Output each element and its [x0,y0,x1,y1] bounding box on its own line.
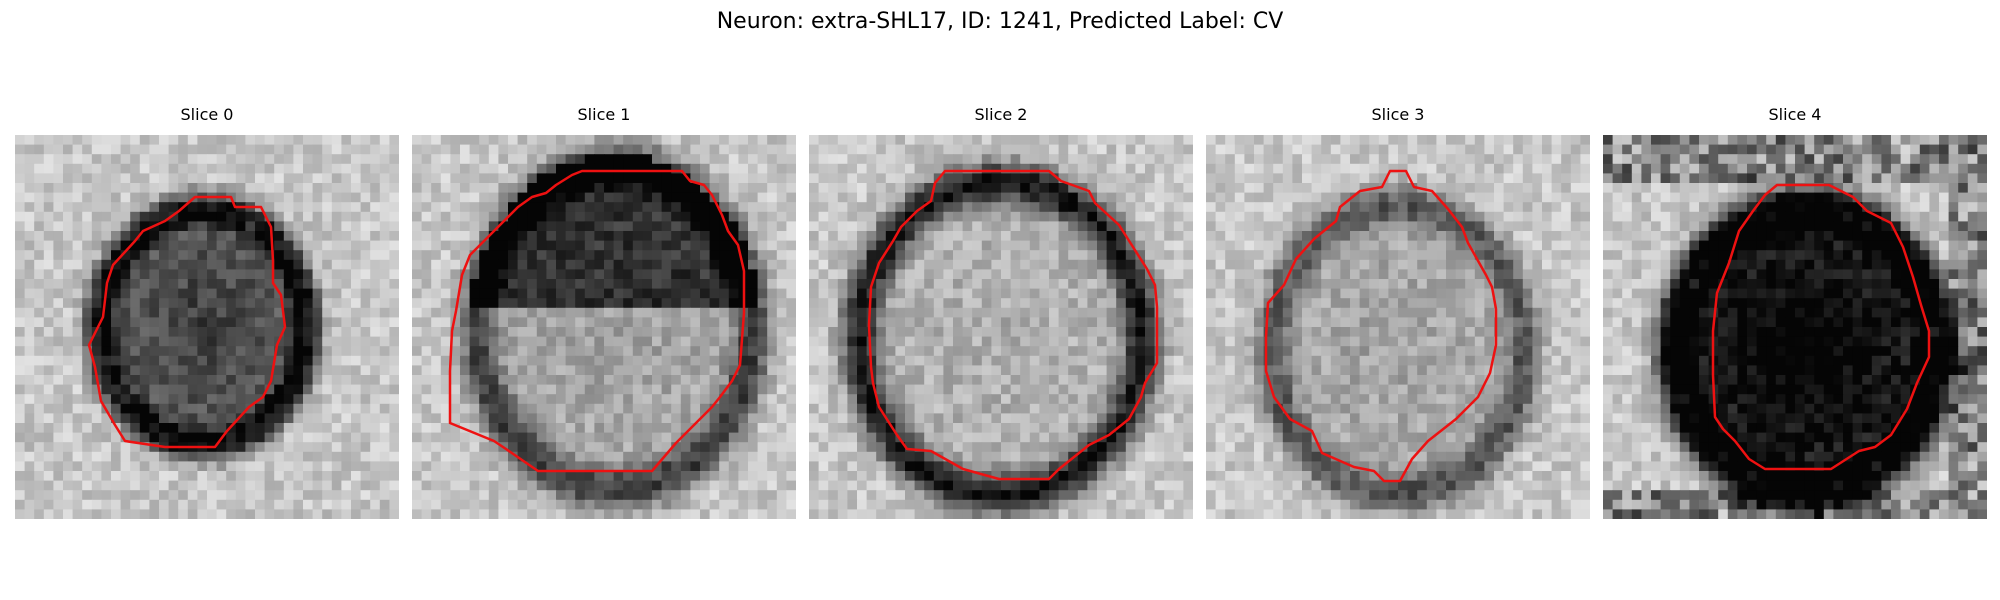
slice-3-image [1206,135,1590,519]
slice-3-contour [1264,169,1498,483]
slice-4-title: Slice 4 [1768,105,1822,124]
slice-2-contour [867,169,1159,481]
slice-4-contour [1711,183,1931,471]
slice-0-image [15,135,399,519]
slice-3-pixel-grid [1206,135,1590,519]
slice-4-image [1603,135,1987,519]
slice-1-pixel-grid [412,135,796,519]
slice-0-contour [87,195,287,449]
slice-0-title: Slice 0 [180,105,234,124]
slice-4-pixel-grid [1603,135,1987,519]
slice-2-image [809,135,1193,519]
figure-title: Neuron: extra-SHL17, ID: 1241, Predicted… [716,9,1284,34]
slice-1-contour [448,169,746,473]
slice-2-pixel-grid [809,135,1193,519]
slice-0-pixel-grid [15,135,399,519]
slice-1-title: Slice 1 [577,105,631,124]
slice-1-image [412,135,796,519]
slice-3-title: Slice 3 [1371,105,1425,124]
slice-2-title: Slice 2 [974,105,1028,124]
